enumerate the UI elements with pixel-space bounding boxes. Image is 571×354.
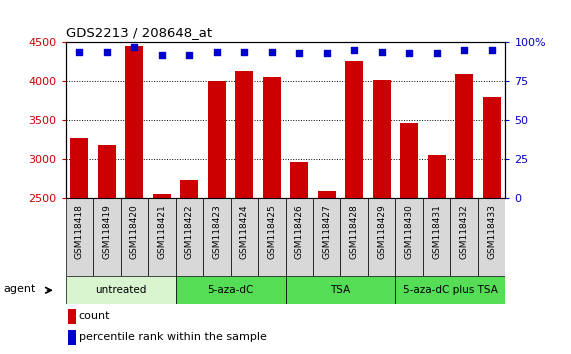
- Bar: [208, 81, 226, 354]
- Bar: [368, 198, 395, 276]
- Text: GSM118426: GSM118426: [295, 205, 304, 259]
- Bar: [290, 162, 308, 354]
- Text: agent: agent: [3, 284, 35, 294]
- Bar: [428, 155, 445, 354]
- Point: [322, 51, 331, 56]
- Bar: [70, 138, 89, 354]
- Text: GSM118431: GSM118431: [432, 205, 441, 259]
- Point: [102, 49, 111, 55]
- Text: GSM118429: GSM118429: [377, 205, 386, 259]
- Bar: [318, 191, 336, 354]
- Bar: [203, 198, 231, 276]
- Bar: [66, 276, 176, 304]
- Bar: [231, 198, 258, 276]
- Text: GSM118421: GSM118421: [158, 205, 166, 259]
- Bar: [482, 97, 501, 354]
- Point: [75, 49, 84, 55]
- Bar: [263, 77, 281, 354]
- Text: 5-aza-dC: 5-aza-dC: [207, 285, 254, 295]
- Point: [349, 47, 359, 53]
- Bar: [148, 198, 176, 276]
- Text: GSM118422: GSM118422: [185, 205, 194, 259]
- Bar: [93, 198, 120, 276]
- Text: 5-aza-dC plus TSA: 5-aza-dC plus TSA: [403, 285, 498, 295]
- Text: untreated: untreated: [95, 285, 146, 295]
- Point: [377, 49, 386, 55]
- Text: GSM118433: GSM118433: [487, 205, 496, 259]
- Text: TSA: TSA: [331, 285, 351, 295]
- Point: [295, 51, 304, 56]
- Text: GSM118419: GSM118419: [102, 205, 111, 259]
- Bar: [98, 145, 116, 354]
- Text: GSM118418: GSM118418: [75, 205, 84, 259]
- Bar: [395, 276, 505, 304]
- Text: percentile rank within the sample: percentile rank within the sample: [79, 332, 267, 342]
- Bar: [68, 309, 76, 324]
- Bar: [340, 198, 368, 276]
- Bar: [345, 61, 363, 354]
- Point: [460, 47, 469, 53]
- Bar: [373, 80, 391, 354]
- Point: [240, 49, 249, 55]
- Text: GSM118423: GSM118423: [212, 205, 222, 259]
- Text: GSM118427: GSM118427: [322, 205, 331, 259]
- Bar: [66, 198, 93, 276]
- Bar: [478, 198, 505, 276]
- Bar: [286, 276, 395, 304]
- Bar: [400, 124, 418, 354]
- Bar: [68, 330, 76, 345]
- Bar: [126, 46, 143, 354]
- Bar: [286, 198, 313, 276]
- Bar: [258, 198, 286, 276]
- Bar: [395, 198, 423, 276]
- Point: [157, 52, 166, 58]
- Text: GSM118425: GSM118425: [267, 205, 276, 259]
- Bar: [423, 198, 451, 276]
- Text: count: count: [79, 311, 110, 321]
- Point: [487, 47, 496, 53]
- Bar: [180, 180, 198, 354]
- Point: [405, 51, 414, 56]
- Bar: [451, 198, 478, 276]
- Bar: [176, 276, 286, 304]
- Text: GSM118430: GSM118430: [405, 205, 413, 259]
- Bar: [455, 74, 473, 354]
- Text: GSM118432: GSM118432: [460, 205, 469, 259]
- Text: GSM118424: GSM118424: [240, 205, 249, 259]
- Point: [185, 52, 194, 58]
- Bar: [153, 194, 171, 354]
- Bar: [313, 198, 340, 276]
- Bar: [176, 198, 203, 276]
- Text: GSM118420: GSM118420: [130, 205, 139, 259]
- Bar: [120, 198, 148, 276]
- Point: [432, 51, 441, 56]
- Text: GDS2213 / 208648_at: GDS2213 / 208648_at: [66, 25, 212, 39]
- Text: GSM118428: GSM118428: [349, 205, 359, 259]
- Bar: [235, 70, 253, 354]
- Point: [267, 49, 276, 55]
- Point: [130, 44, 139, 50]
- Point: [212, 49, 222, 55]
